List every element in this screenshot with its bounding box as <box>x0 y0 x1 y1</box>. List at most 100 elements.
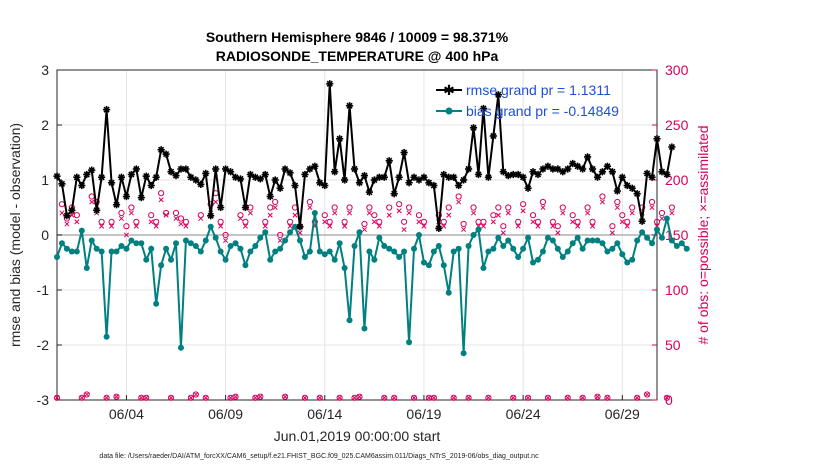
bias-point <box>108 248 115 255</box>
obs-assimilated-stroke <box>629 210 635 216</box>
obs-possible-marker <box>624 218 631 225</box>
legend-bias-label: bias grand pr = -0.14849 <box>466 103 619 119</box>
rmse-point-stroke <box>232 174 239 181</box>
rmse-point-stroke <box>187 174 194 181</box>
bias-point <box>173 240 180 247</box>
bias-point <box>505 237 512 244</box>
obs-assimilated-stroke <box>589 223 596 229</box>
rmse-point-stroke <box>158 146 165 153</box>
rmse-point-stroke <box>534 171 542 178</box>
rmse-point <box>212 165 220 173</box>
rmse-point <box>405 179 413 187</box>
obs-possible-marker <box>167 394 175 401</box>
rmse-point <box>460 176 468 184</box>
obs-possible-marker <box>495 204 502 211</box>
obs-assimilated-marker <box>426 395 432 401</box>
obs-assimilated-stroke <box>168 395 174 401</box>
obs-assimilated-marker <box>520 208 526 214</box>
obs-assimilated-stroke <box>183 223 189 229</box>
bias-point <box>420 259 427 266</box>
obs-assimilated-stroke <box>599 199 606 205</box>
obs-assimilated-marker <box>545 395 551 401</box>
obs-assimilated-stroke <box>118 215 125 222</box>
obs-assimilated-stroke <box>530 219 536 225</box>
rmse-point <box>336 135 344 143</box>
obs-assimilated-marker <box>570 219 576 225</box>
obs-assimilated-stroke <box>282 394 288 400</box>
obs-assimilated-marker <box>272 204 278 211</box>
bias-point <box>579 245 586 252</box>
obs-possible-marker <box>192 391 199 398</box>
y-tick-label: 2 <box>41 117 49 133</box>
obs-assimilated-stroke <box>510 395 516 401</box>
obs-assimilated-marker <box>555 230 561 236</box>
rmse-point-stroke <box>629 185 636 192</box>
bias-point <box>406 339 413 346</box>
rmse-point <box>420 173 428 181</box>
obs-assimilated-stroke <box>356 394 363 400</box>
obs-possible-marker <box>78 394 85 401</box>
obs-assimilated-marker <box>535 223 541 229</box>
bias-point <box>306 248 313 255</box>
obs-assimilated-stroke <box>173 215 179 222</box>
bias-point <box>525 234 532 241</box>
obs-assimilated-marker <box>351 395 358 401</box>
obs-assimilated-marker <box>59 210 65 216</box>
obs-assimilated-marker <box>123 232 129 238</box>
obs-possible-marker <box>113 393 120 400</box>
obs-assimilated-stroke <box>386 212 392 218</box>
rmse-point-stroke <box>128 171 135 178</box>
rmse-point-stroke <box>396 174 403 181</box>
obs-assimilated-marker <box>446 212 452 218</box>
obs-assimilated-stroke <box>669 210 675 216</box>
x-tick-label: 06/29 <box>605 406 640 422</box>
rmse-point-stroke <box>182 165 190 173</box>
rmse-point-stroke <box>306 165 314 173</box>
bias-point <box>658 234 665 241</box>
obs-possible-marker <box>316 394 323 401</box>
obs-assimilated-stroke <box>361 226 367 233</box>
obs-assimilated-marker <box>232 394 239 400</box>
obs-possible-marker <box>361 220 368 228</box>
bias-point <box>376 234 383 241</box>
obs-assimilated-marker <box>317 395 323 401</box>
rmse-point-stroke <box>286 169 294 176</box>
obs-possible-marker <box>579 394 586 401</box>
bias-point <box>242 262 249 269</box>
bias-point <box>113 248 120 255</box>
rmse-point <box>544 162 552 170</box>
obs-possible-marker <box>480 218 487 225</box>
rmse-point <box>157 146 165 154</box>
obs-assimilated-marker <box>327 223 333 229</box>
obs-assimilated-stroke <box>470 210 477 216</box>
bias-point <box>222 256 229 263</box>
obs-assimilated-stroke <box>490 219 496 225</box>
rmse-point <box>271 176 279 184</box>
rmse-point <box>370 176 378 184</box>
bias-point <box>197 248 204 255</box>
rmse-point-stroke <box>247 171 254 178</box>
data-file-footer: data file: /Users/raeder/DAI/ATM_forcXX/… <box>99 453 539 460</box>
rmse-point-stroke <box>242 204 249 211</box>
obs-assimilated-stroke <box>495 212 501 218</box>
rmse-point <box>355 179 364 187</box>
obs-possible-marker <box>153 218 160 225</box>
x-tick-label: 06/09 <box>208 406 243 422</box>
obs-assimilated-stroke <box>213 199 219 205</box>
obs-assimilated-stroke <box>555 230 561 236</box>
rmse-point <box>653 135 661 143</box>
obs-assimilated-marker <box>411 395 417 401</box>
obs-possible-marker <box>440 218 447 225</box>
obs-possible-marker <box>277 231 284 239</box>
obs-possible-marker <box>88 193 95 200</box>
right-y-tick-label: 100 <box>665 282 689 298</box>
obs-assimilated-marker <box>242 223 248 229</box>
bias-point <box>683 245 690 252</box>
obs-possible-marker <box>569 212 576 219</box>
obs-possible-marker <box>465 394 472 401</box>
obs-possible-marker <box>539 198 547 206</box>
obs-assimilated-stroke <box>416 219 422 225</box>
rmse-point <box>63 212 71 220</box>
rmse-point-stroke <box>68 207 75 214</box>
obs-assimilated-marker <box>277 237 283 244</box>
